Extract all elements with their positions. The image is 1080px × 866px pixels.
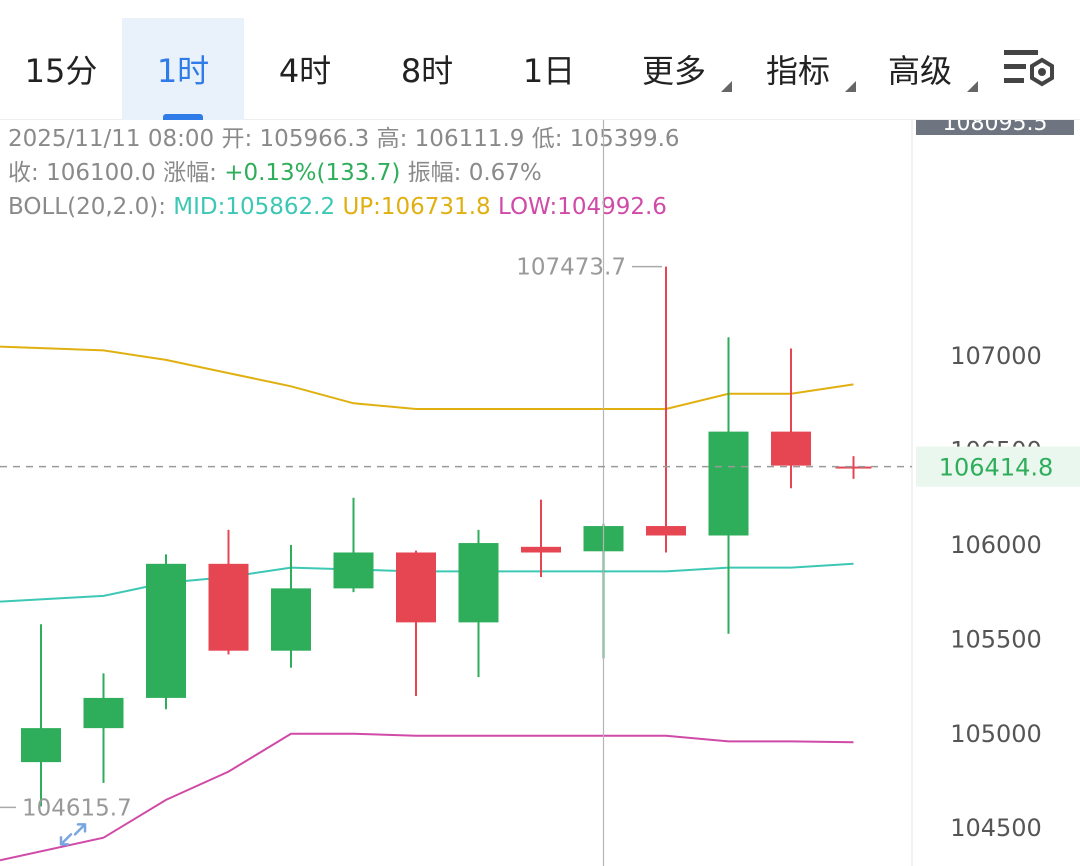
change-label: 涨幅: (163, 160, 217, 186)
close-label: 收: (8, 160, 39, 186)
tab-label: 高级 (887, 52, 952, 90)
tab-1d[interactable]: 1日 (488, 18, 610, 120)
info-row-ohl: 2025/11/11 08:00 开: 105966.3 高: 106111.9… (8, 122, 680, 156)
expand-arrow-left (59, 833, 73, 846)
tab-label: 1日 (522, 52, 576, 90)
open-label: 开: (221, 126, 253, 152)
amplitude-value: 0.67% (468, 160, 542, 186)
candle-body (83, 697, 124, 729)
low-value: 105399.6 (569, 126, 680, 152)
chart-settings-icon[interactable] (1000, 44, 1060, 94)
candle (396, 550, 436, 697)
candle-datetime: 2025/11/11 08:00 (8, 126, 215, 152)
candle-body (771, 431, 811, 466)
candle-body (333, 552, 374, 589)
boll-label: BOLL(20,2.0): (8, 194, 166, 220)
dropdown-triangle-icon (721, 81, 732, 92)
tab-indicators[interactable]: 指标 (750, 18, 856, 120)
tab-label: 指标 (765, 52, 830, 90)
change-value: +0.13%(133.7) (224, 160, 401, 186)
candle (646, 266, 686, 553)
dropdown-triangle-icon (967, 81, 978, 92)
tab-15m[interactable]: 15分 (0, 18, 122, 120)
boll-lower-line (0, 732, 854, 862)
expand-arrow-right (73, 823, 87, 836)
boll-up-value: UP:106731.8 (342, 194, 491, 220)
high-label: 高: (376, 126, 408, 152)
low-label: 低: (531, 126, 563, 152)
tab-label: 8时 (400, 52, 454, 90)
candle (83, 673, 124, 783)
open-value: 105966.3 (259, 126, 370, 152)
candle-body (708, 431, 749, 536)
max-price-label: 107473.7 (516, 255, 626, 281)
info-row-boll: BOLL(20,2.0): MID:105862.2 UP:106731.8 L… (8, 190, 680, 224)
timeframe-tabbar: 15分 1时 4时 8时 1日 更多 指标 高级 (0, 0, 1080, 120)
tab-1h[interactable]: 1时 (122, 18, 244, 120)
amplitude-label: 振幅: (407, 160, 462, 186)
candle (146, 554, 186, 710)
price-axis: 107000 106000 105500 105000 104500 (950, 342, 1042, 842)
dropdown-triangle-icon (845, 81, 856, 92)
candle-info-panel: 2025/11/11 08:00 开: 105966.3 高: 106111.9… (8, 122, 680, 224)
price-tick-label: 107000 (950, 342, 1042, 370)
tab-4h[interactable]: 4时 (244, 18, 366, 120)
close-value: 106100.0 (46, 160, 156, 186)
candle (708, 337, 749, 634)
boll-low-value: LOW:104992.6 (497, 194, 667, 220)
last-price-tag-cover (916, 446, 1080, 487)
candles (21, 266, 872, 807)
candle-body (646, 526, 686, 536)
top-price-tag (916, 120, 1074, 135)
high-value: 106111.9 (414, 126, 525, 152)
tab-label: 1时 (156, 52, 210, 90)
candle-body (146, 563, 186, 698)
candle-body (208, 563, 249, 651)
active-tab-indicator (163, 114, 203, 120)
boll-mid-value: MID:105862.2 (173, 194, 336, 220)
price-tick-label: 105000 (950, 720, 1042, 748)
candle (333, 497, 374, 593)
tab-advanced[interactable]: 高级 (872, 18, 978, 120)
price-tick-label: 105500 (950, 625, 1042, 653)
candle-body (271, 588, 311, 651)
boll-upper-line (0, 345, 854, 410)
tab-label: 更多 (641, 52, 706, 90)
candle (521, 499, 561, 578)
candle (771, 348, 811, 489)
candle-body (458, 543, 499, 623)
candle-body (521, 546, 561, 553)
expand-arrows-icon (59, 823, 87, 846)
candle-body (396, 552, 436, 623)
candlestick-chart[interactable]: 108095.5 107000106000105500105000104500 … (0, 120, 1080, 866)
candle (208, 529, 249, 655)
candle (271, 544, 311, 668)
tab-8h[interactable]: 8时 (366, 18, 488, 120)
candle (458, 529, 499, 678)
tab-more[interactable]: 更多 (626, 18, 732, 120)
candle (21, 624, 61, 807)
min-price-label: 104615.7 (22, 795, 132, 821)
candle-body (21, 728, 61, 763)
candle-body (835, 466, 872, 469)
last-price-tag-text-front: 106414.8 (939, 454, 1054, 482)
price-tick-label: 104500 (950, 814, 1042, 842)
price-tick-label: 106000 (950, 531, 1042, 559)
tab-label: 4时 (278, 52, 332, 90)
candle (835, 456, 872, 479)
tab-label: 15分 (24, 52, 98, 90)
top-price-tag-text: 108095.5 (943, 120, 1048, 136)
info-row-close: 收: 106100.0 涨幅: +0.13%(133.7) 振幅: 0.67% (8, 156, 680, 190)
